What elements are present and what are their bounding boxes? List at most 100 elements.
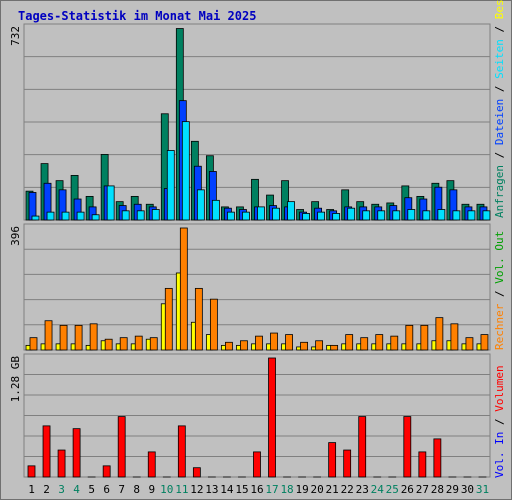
bar-seiten — [46, 211, 55, 221]
day-label: 19 — [295, 483, 308, 496]
bar-rechner — [240, 340, 248, 351]
bar-rechner — [300, 341, 308, 351]
day-label: 26 — [401, 483, 414, 496]
bar-rechner — [225, 341, 233, 351]
day-label: 2 — [43, 483, 50, 496]
bar-rechner — [285, 334, 293, 351]
bar-volumen — [42, 425, 51, 478]
bar-seiten — [422, 210, 431, 221]
bar-rechner — [270, 332, 278, 351]
bar-volumen — [343, 449, 352, 478]
day-label: 16 — [250, 483, 263, 496]
legend-separator: / — [493, 145, 506, 165]
bar-seiten — [332, 213, 341, 221]
bar-rechner — [134, 335, 143, 351]
bar-seiten — [452, 210, 461, 221]
bar-volumen — [433, 438, 442, 478]
axis-max-label-1: 732 — [9, 26, 22, 46]
day-label: 7 — [118, 483, 125, 496]
bar-seiten — [166, 150, 175, 221]
day-label: 1 — [28, 483, 35, 496]
bar-rechner — [209, 298, 218, 351]
bar-rechner — [480, 334, 489, 351]
legend-separator: / — [493, 79, 506, 99]
day-label: 12 — [190, 483, 203, 496]
bar-rechner — [435, 317, 444, 351]
bar-volumen — [403, 416, 412, 478]
bar-rechner — [149, 337, 158, 351]
bar-rechner — [179, 227, 188, 351]
legend-besuche: Besuche — [493, 0, 506, 19]
day-label: 9 — [148, 483, 155, 496]
day-label: 14 — [220, 483, 234, 496]
day-label: 6 — [103, 483, 110, 496]
bar-rechner — [255, 335, 263, 351]
bar-rechner — [119, 337, 128, 351]
bar-rechner — [450, 323, 459, 351]
day-label: 27 — [416, 483, 429, 496]
day-label: 28 — [431, 483, 444, 496]
bar-volumen — [117, 416, 126, 478]
bar-seiten — [242, 211, 250, 221]
bar-seiten — [211, 199, 220, 221]
bar-volumen — [328, 442, 337, 478]
bar-volumen — [147, 451, 156, 478]
legend-separator: / — [493, 19, 506, 39]
bar-seiten — [106, 185, 115, 221]
day-label: 29 — [446, 483, 459, 496]
day-label: 3 — [58, 483, 65, 496]
bar-rechner — [194, 287, 203, 351]
bar-seiten — [227, 211, 235, 221]
bar-rechner — [390, 335, 399, 351]
bar-seiten — [467, 210, 476, 221]
bar-rechner — [44, 320, 53, 351]
bar-rechner — [164, 287, 173, 351]
day-label: 24 — [371, 483, 385, 496]
legend-top: Anfragen / Dateien / Seiten / Besuche — [493, 0, 506, 218]
legend-anfragen: Anfragen — [493, 165, 506, 218]
bar-rechner — [59, 324, 68, 351]
bar-seiten — [437, 209, 446, 221]
bar-seiten — [151, 209, 160, 221]
day-label: 13 — [205, 483, 218, 496]
day-label: 23 — [356, 483, 369, 496]
bar-seiten — [317, 211, 326, 221]
bar-seiten — [136, 210, 145, 221]
bar-volumen — [72, 428, 81, 478]
day-label: 22 — [341, 483, 354, 496]
day-label: 15 — [235, 483, 248, 496]
day-label: 5 — [88, 483, 95, 496]
bar-rechner — [420, 324, 429, 351]
bar-rechner — [89, 323, 98, 351]
bar-seiten — [61, 211, 70, 221]
bar-rechner — [465, 337, 474, 351]
bar-seiten — [181, 121, 190, 221]
bar-seiten — [482, 210, 491, 221]
bar-rechner — [345, 334, 354, 351]
bar-volumen — [253, 451, 261, 478]
bar-seiten — [91, 214, 100, 221]
bar-seiten — [347, 207, 356, 221]
bar-seiten — [362, 210, 371, 221]
bar-volumen — [358, 416, 367, 478]
bar-rechner — [74, 324, 83, 351]
bar-seiten — [407, 209, 416, 221]
bar-volumen — [102, 465, 111, 478]
bar-rechner — [405, 324, 414, 351]
legend-separator: / — [493, 284, 506, 304]
bar-seiten — [121, 210, 130, 221]
bar-rechner — [315, 340, 324, 351]
day-label: 17 — [265, 483, 278, 496]
day-label: 30 — [461, 483, 474, 496]
legend-vol-out: Vol. Out — [493, 231, 506, 284]
bar-seiten — [31, 215, 40, 221]
legend-dateien: Dateien — [493, 99, 506, 145]
bar-volumen — [268, 357, 276, 478]
bar-volumen — [57, 449, 66, 478]
bar-seiten — [377, 210, 386, 221]
bar-volumen — [177, 425, 186, 478]
bar-seiten — [196, 189, 205, 221]
legend-vol-in: Vol. In — [493, 432, 506, 478]
day-label: 18 — [280, 483, 293, 496]
